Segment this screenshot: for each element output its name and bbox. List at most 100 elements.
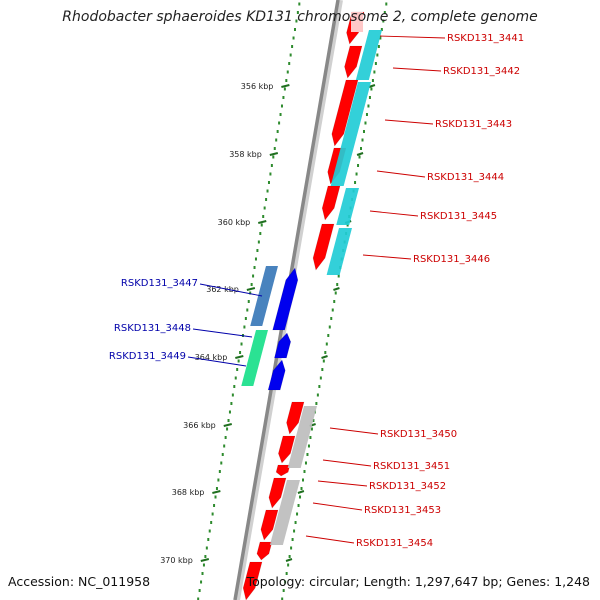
track-dot <box>307 444 310 448</box>
gene-label-forward[interactable]: RSKD131_3450 <box>380 429 457 440</box>
track-dot <box>273 147 276 150</box>
track-dot <box>370 87 373 91</box>
track-dot <box>280 104 283 108</box>
track-dot <box>266 189 269 193</box>
cds-forward-5[interactable] <box>312 223 335 271</box>
cds-forward-12[interactable] <box>242 561 263 600</box>
track-dot <box>298 2 301 6</box>
track-dot <box>367 104 370 108</box>
track-dot <box>373 70 376 74</box>
gene-label-forward[interactable]: RSKD131_3454 <box>356 538 433 549</box>
track-dot <box>228 410 231 414</box>
track-dot <box>303 470 306 473</box>
gene-label-forward[interactable]: RSKD131_3446 <box>413 254 490 265</box>
track-dot <box>290 546 293 550</box>
gene-feature-cyan-3[interactable] <box>326 228 352 275</box>
track-dot <box>328 325 331 329</box>
major-tick <box>281 84 290 88</box>
cds-forward-11[interactable] <box>256 541 273 561</box>
track-dot <box>309 436 312 439</box>
track-dot <box>321 368 324 371</box>
track-dot <box>324 351 327 354</box>
gene-label-forward[interactable]: RSKD131_3445 <box>420 211 497 222</box>
cds-forward-9[interactable] <box>268 477 287 509</box>
track-dot <box>355 172 358 176</box>
track-dot <box>205 546 208 550</box>
track-dot <box>265 198 268 201</box>
gene-feature-gray-0[interactable] <box>287 406 317 468</box>
track-dot <box>337 274 340 278</box>
major-tick-outer <box>285 558 293 562</box>
cds-forward-1[interactable] <box>344 45 363 79</box>
track-dot <box>259 232 262 235</box>
major-tick-outer <box>356 152 364 156</box>
cds-forward-7[interactable] <box>278 435 296 464</box>
track-dot <box>227 419 230 422</box>
track-dot <box>376 53 379 57</box>
track-dot <box>360 147 363 150</box>
track-dot <box>361 138 364 142</box>
gene-feature-steelblue[interactable] <box>250 266 278 326</box>
gene-label-forward[interactable]: RSKD131_3444 <box>427 172 504 183</box>
gene-label-reverse[interactable]: RSKD131_3448 <box>114 323 191 334</box>
label-leader-forward <box>384 119 434 125</box>
gene-label-reverse[interactable]: RSKD131_3447 <box>121 278 198 289</box>
gene-feature-pink[interactable] <box>351 12 363 32</box>
track-dot <box>202 563 205 567</box>
track-dot <box>253 266 256 269</box>
track-dot <box>304 461 307 465</box>
gene-label-forward[interactable]: RSKD131_3453 <box>364 505 441 516</box>
track-dot <box>330 317 333 320</box>
track-dot <box>302 478 304 482</box>
cds-forward-10[interactable] <box>260 509 279 541</box>
tick-label: 356 kbp <box>241 82 274 91</box>
major-tick-outer <box>297 490 305 494</box>
gene-label-forward[interactable]: RSKD131_3451 <box>373 461 450 472</box>
gene-label-forward[interactable]: RSKD131_3441 <box>447 33 524 44</box>
track-dot <box>354 181 357 184</box>
track-dot <box>211 512 214 516</box>
track-dot <box>299 495 302 499</box>
track-dot <box>220 461 223 465</box>
label-leader-reverse <box>199 283 263 297</box>
major-tick <box>235 355 244 359</box>
gene-feature-cyan-0[interactable] <box>355 30 382 80</box>
gene-label-forward[interactable]: RSKD131_3442 <box>443 66 520 77</box>
track-dot <box>246 308 249 312</box>
track-dot <box>254 257 257 261</box>
label-leader-forward <box>317 480 368 487</box>
track-dot <box>285 572 288 575</box>
track-dot <box>333 300 336 303</box>
track-dot <box>357 164 360 167</box>
track-dot <box>201 572 204 575</box>
tick-label: 362 kbp <box>206 285 239 294</box>
track-dot <box>215 487 218 490</box>
track-dot <box>218 470 221 473</box>
label-leader-reverse <box>187 356 247 367</box>
gene-label-reverse[interactable]: RSKD131_3449 <box>109 351 186 362</box>
track-dot <box>240 342 243 346</box>
track-dot <box>250 283 253 286</box>
track-dot <box>315 402 318 405</box>
gene-feature-gray-1[interactable] <box>269 480 300 545</box>
tick-label: 366 kbp <box>183 421 216 430</box>
cds-forward-4[interactable] <box>321 185 341 221</box>
cds-reverse-2[interactable] <box>267 359 286 391</box>
major-tick-outer <box>321 355 328 359</box>
gene-feature-green[interactable] <box>241 330 268 386</box>
cds-forward-6[interactable] <box>286 401 305 435</box>
track-dot <box>288 555 291 558</box>
gene-feature-cyan-1[interactable] <box>330 82 371 186</box>
gene-label-forward[interactable]: RSKD131_3443 <box>435 119 512 130</box>
gene-feature-cyan-2[interactable] <box>336 188 359 225</box>
track-dot <box>293 28 296 31</box>
track-dot <box>322 359 325 363</box>
track-dot <box>364 121 367 125</box>
cds-forward-8[interactable] <box>275 464 291 477</box>
label-leader-forward <box>305 535 355 544</box>
cds-reverse-0[interactable] <box>272 267 299 331</box>
tick-label: 370 kbp <box>160 556 193 565</box>
gene-label-forward[interactable]: RSKD131_3452 <box>369 481 446 492</box>
track-dot <box>278 121 281 125</box>
cds-reverse-1[interactable] <box>274 332 292 359</box>
